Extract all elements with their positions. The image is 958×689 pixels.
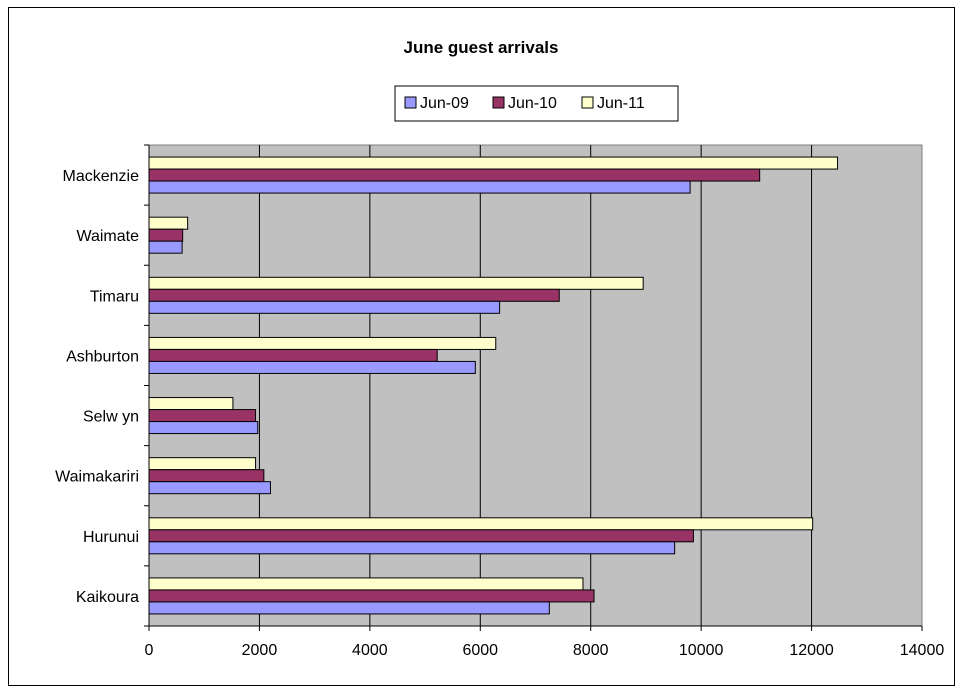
bar-chart: June guest arrivals Jun-09 Jun-10 Jun-11… — [55, 38, 945, 659]
bar-jun-10-hurunui — [148, 529, 694, 543]
y-tick-label: Ashburton — [66, 348, 139, 365]
x-tick-label: 2000 — [242, 642, 278, 659]
legend-swatch-jun-10 — [492, 96, 505, 109]
y-tick-label: Kaikoura — [76, 589, 139, 606]
x-tick-label: 4000 — [352, 642, 388, 659]
bar-jun-09-waimakariri — [148, 481, 271, 495]
x-tick-label: 6000 — [462, 642, 498, 659]
chart-frame: June guest arrivals Jun-09 Jun-10 Jun-11… — [8, 7, 955, 686]
bar-jun-09-timaru — [148, 300, 501, 314]
legend-box — [394, 85, 679, 122]
y-tick-label: Selw yn — [83, 409, 139, 426]
legend-swatch-jun-09 — [404, 96, 417, 109]
bar-jun-10-waimakariri — [148, 469, 265, 483]
bar-jun-09-hurunui — [148, 541, 676, 555]
bar-jun-11-kaikoura — [148, 577, 584, 591]
x-tick-label: 10000 — [679, 642, 724, 659]
chart-title: June guest arrivals — [404, 38, 559, 57]
bar-jun-11-selwyn — [148, 397, 234, 411]
bar-jun-11-mackenzie — [148, 156, 839, 170]
x-tick-label: 14000 — [900, 642, 945, 659]
y-tick-label: Waimakariri — [55, 469, 139, 486]
x-tick-label: 12000 — [789, 642, 834, 659]
bar-jun-11-ashburton — [148, 336, 497, 350]
bar-jun-09-ashburton — [148, 360, 476, 374]
bar-jun-09-selwyn — [148, 421, 259, 435]
y-tick-label: Timaru — [90, 288, 139, 305]
x-tick-label: 0 — [145, 642, 154, 659]
legend: Jun-09 Jun-10 Jun-11 — [394, 85, 679, 122]
legend-label-jun-10: Jun-10 — [508, 95, 557, 112]
bar-jun-10-selwyn — [148, 409, 257, 423]
legend-swatch-jun-11 — [581, 96, 594, 109]
bar-jun-10-mackenzie — [148, 168, 761, 182]
bar-jun-11-waimate — [148, 216, 189, 230]
bar-jun-09-mackenzie — [148, 180, 691, 194]
x-tick-label: 8000 — [573, 642, 609, 659]
bar-jun-09-kaikoura — [148, 601, 550, 615]
legend-label-jun-09: Jun-09 — [420, 95, 469, 112]
y-tick-label: Hurunui — [83, 529, 139, 546]
bar-jun-10-waimate — [148, 228, 184, 242]
bar-jun-11-hurunui — [148, 517, 814, 531]
bar-jun-10-kaikoura — [148, 589, 595, 603]
bar-jun-09-waimate — [148, 240, 183, 254]
bar-jun-10-ashburton — [148, 348, 438, 362]
bar-jun-11-waimakariri — [148, 457, 257, 471]
bar-jun-11-timaru — [148, 276, 644, 290]
y-tick-label: Waimate — [76, 228, 139, 245]
y-tick-label: Mackenzie — [63, 168, 140, 185]
bar-jun-10-timaru — [148, 288, 560, 302]
legend-label-jun-11: Jun-11 — [597, 95, 645, 112]
